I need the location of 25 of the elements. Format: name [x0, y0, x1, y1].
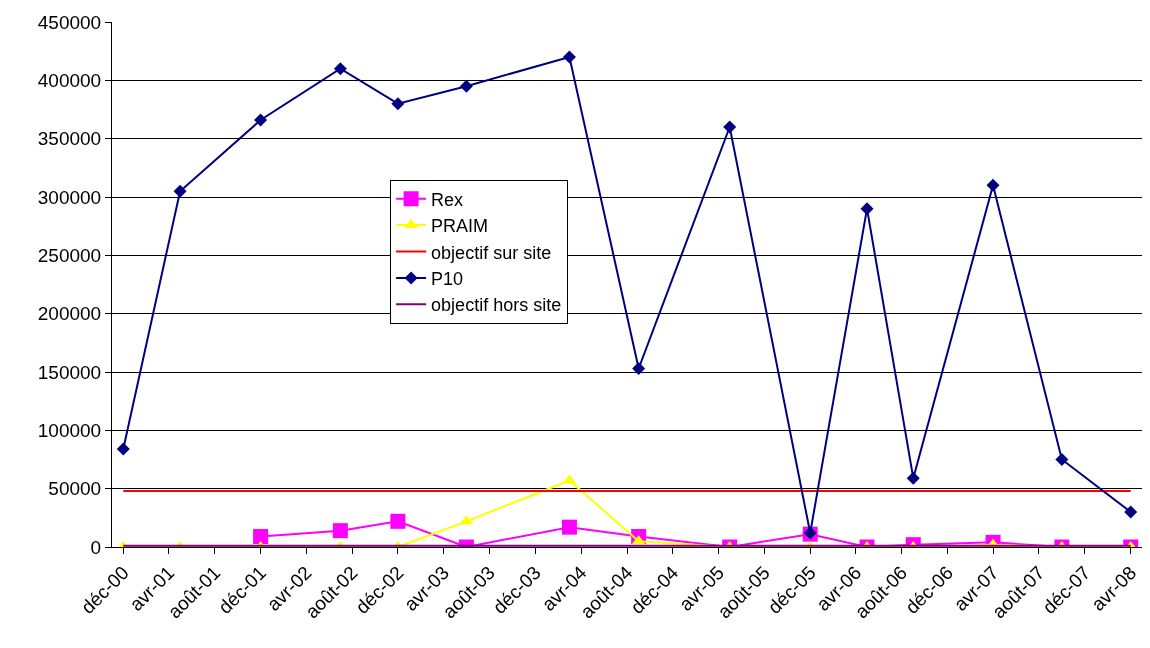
point: [632, 362, 646, 375]
y-tick-label: 250000: [37, 244, 102, 266]
point: [459, 79, 473, 93]
y-tick-label: 150000: [37, 361, 102, 383]
legend-label: objectif sur site: [431, 242, 552, 263]
point: [391, 97, 405, 111]
y-tick-label: 400000: [37, 69, 102, 91]
point: [723, 120, 737, 134]
y-tick-label: 200000: [37, 303, 102, 325]
point: [333, 62, 347, 76]
point: [254, 113, 268, 127]
legend-label: P10: [431, 268, 464, 289]
y-tick-label: 0: [90, 536, 102, 558]
y-tick-label: 450000: [37, 11, 102, 33]
legend-label: Rex: [431, 189, 464, 210]
point: [860, 202, 874, 216]
y-tick-label: 300000: [37, 186, 102, 208]
y-tick-label: 350000: [37, 128, 102, 150]
point: [562, 50, 576, 64]
y-tick-label: 50000: [48, 478, 102, 500]
point: [173, 184, 187, 198]
y-tick-label: 100000: [37, 419, 102, 441]
legend-label: PRAIM: [431, 216, 489, 237]
point: [986, 178, 1000, 192]
legend-label: objectif hors site: [431, 295, 562, 316]
